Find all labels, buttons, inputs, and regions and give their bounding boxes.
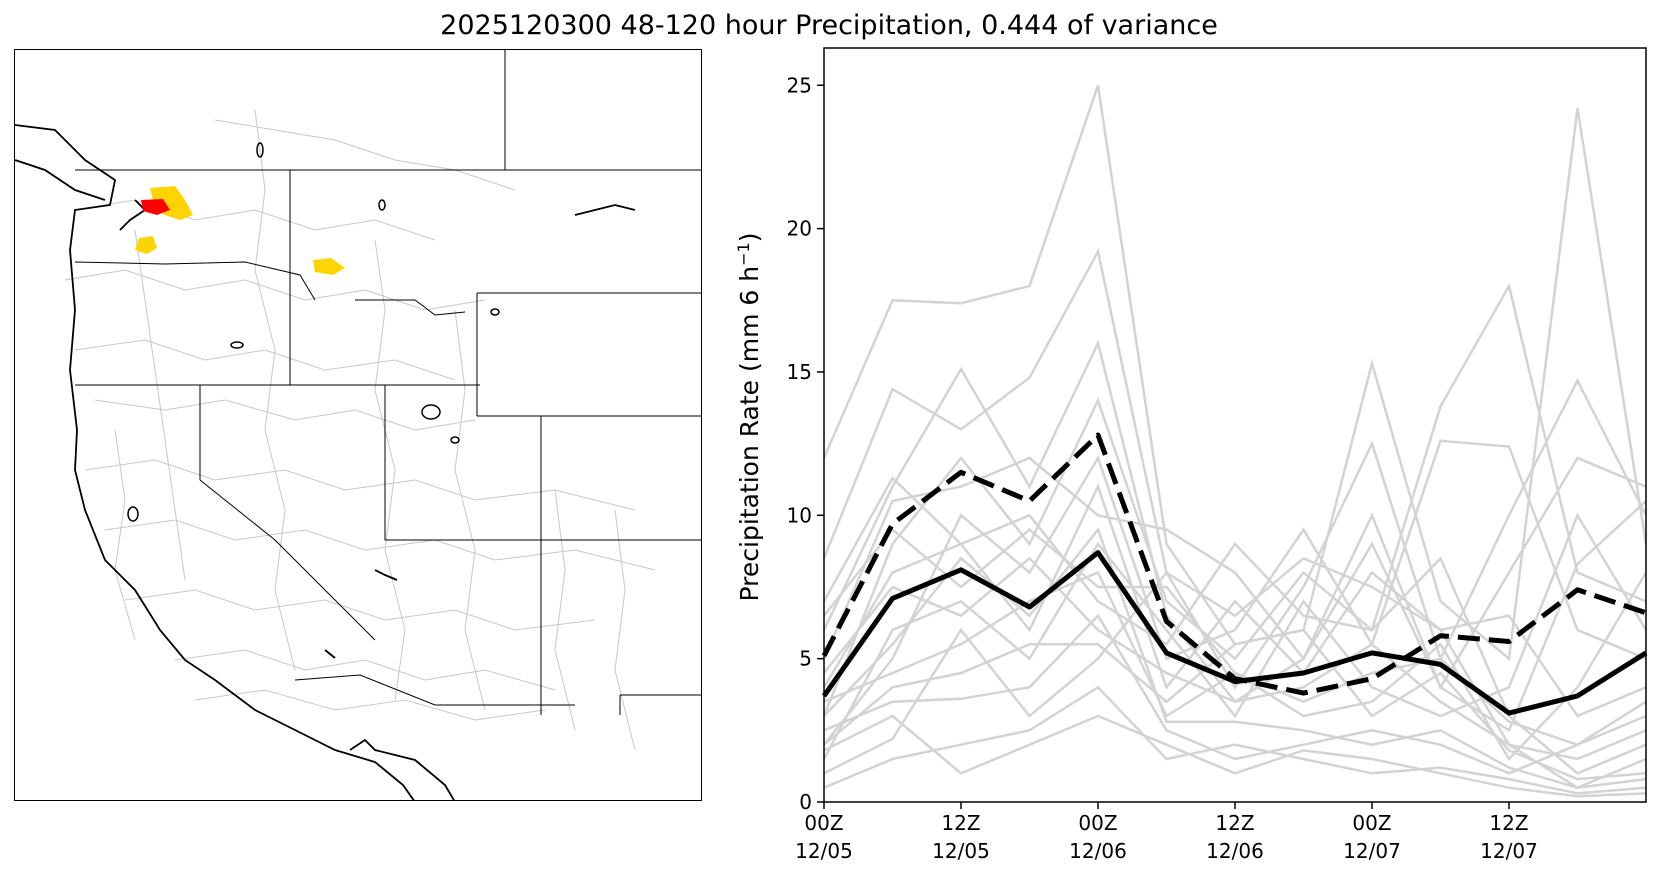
member-line-16 (823, 527, 1647, 747)
y-axis-ticks: 0 5 10 15 20 25 (787, 73, 824, 814)
x-tick-label-time: 12Z (1215, 811, 1254, 835)
x-tick-label-time: 00Z (804, 811, 843, 835)
member-line-14 (823, 556, 1647, 761)
y-tick-label: 25 (787, 73, 812, 97)
y-axis-label-exp: −1 (734, 242, 753, 266)
y-tick-label: 0 (799, 790, 812, 814)
y-tick-label: 10 (787, 503, 812, 527)
ensemble-members (822, 84, 1648, 798)
x-tick-label-time: 12Z (941, 811, 980, 835)
member-line-7 (822, 512, 1648, 760)
member-line-8 (822, 456, 1647, 733)
x-tick-label-time: 00Z (1078, 811, 1117, 835)
coastline (15, 124, 636, 800)
basin-map (14, 49, 702, 801)
x-tick-label-date: 12/07 (1480, 839, 1538, 863)
x-tick-label-time: 00Z (1352, 811, 1391, 835)
x-tick-label-time: 12Z (1489, 811, 1528, 835)
figure-title: 2025120300 48-120 hour Precipitation, 0.… (440, 10, 1218, 41)
ensemble-series (821, 432, 1648, 716)
y-tick-label: 5 (799, 647, 812, 671)
member-line-15 (823, 628, 1647, 781)
dashed-series-line (821, 432, 1647, 696)
x-tick-label-date: 12/07 (1343, 839, 1401, 863)
x-tick-label-date: 12/06 (1206, 839, 1264, 863)
solid-series-line (821, 550, 1648, 716)
x-axis-ticks: 00Z 12/05 12Z 12/05 00Z 12/06 12Z 12/06 00Z 12/07… (795, 802, 1538, 863)
member-line-4 (822, 282, 1647, 717)
x-tick-label-date: 12/05 (932, 839, 990, 863)
member-line-5 (823, 439, 1647, 746)
member-line-10 (823, 613, 1647, 775)
lakes (127, 142, 500, 522)
y-tick-label: 20 (787, 217, 812, 241)
y-axis-label-main: Precipitation Rate (mm 6 h (735, 266, 764, 602)
member-line-13 (823, 685, 1647, 795)
member-line-18 (823, 714, 1647, 798)
x-tick-label-date: 12/05 (795, 839, 853, 863)
member-line-17 (823, 527, 1647, 789)
x-tick-label-date: 12/06 (1069, 839, 1127, 863)
state-borders (74, 50, 701, 715)
y-axis-label: Precipitation Rate (mm 6 h−1) (734, 233, 765, 602)
basin-outlines (64, 109, 656, 751)
y-axis-label-close: ) (735, 233, 764, 243)
map-svg (15, 50, 701, 800)
y-tick-label: 15 (787, 360, 812, 384)
member-line-2 (822, 248, 1648, 690)
member-line-11 (822, 475, 1647, 775)
highlighted-basins (135, 186, 345, 275)
